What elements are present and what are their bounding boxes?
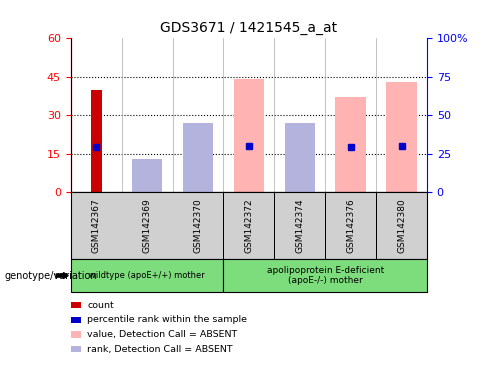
- Text: GSM142374: GSM142374: [295, 198, 305, 253]
- Text: GSM142380: GSM142380: [397, 198, 406, 253]
- Bar: [132, 159, 163, 192]
- Text: apolipoprotein E-deficient
(apoE-/-) mother: apolipoprotein E-deficient (apoE-/-) mot…: [266, 266, 384, 285]
- Text: rank, Detection Call = ABSENT: rank, Detection Call = ABSENT: [87, 344, 233, 354]
- Bar: [91, 89, 102, 192]
- Title: GDS3671 / 1421545_a_at: GDS3671 / 1421545_a_at: [161, 21, 337, 35]
- Text: GSM142370: GSM142370: [193, 198, 203, 253]
- Bar: [335, 97, 366, 192]
- Bar: [285, 126, 315, 192]
- Bar: [285, 123, 315, 192]
- Text: percentile rank within the sample: percentile rank within the sample: [87, 315, 247, 324]
- Bar: [183, 123, 213, 192]
- Bar: [183, 126, 213, 192]
- Text: GSM142369: GSM142369: [142, 198, 152, 253]
- Bar: [132, 161, 163, 192]
- Bar: [234, 79, 264, 192]
- Text: GSM142376: GSM142376: [346, 198, 355, 253]
- Text: GSM142372: GSM142372: [244, 198, 253, 253]
- Text: genotype/variation: genotype/variation: [5, 270, 98, 281]
- Text: GSM142367: GSM142367: [92, 198, 101, 253]
- Text: wildtype (apoE+/+) mother: wildtype (apoE+/+) mother: [89, 271, 205, 280]
- Text: count: count: [87, 301, 114, 310]
- Text: value, Detection Call = ABSENT: value, Detection Call = ABSENT: [87, 330, 238, 339]
- Bar: [386, 82, 417, 192]
